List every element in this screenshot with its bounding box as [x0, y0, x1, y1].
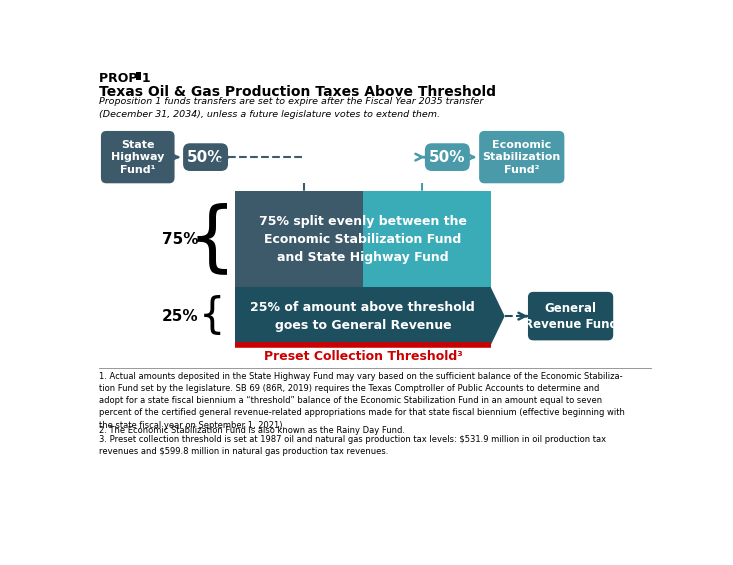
Text: State
Highway
Fund¹: State Highway Fund¹: [111, 140, 164, 175]
Text: Texas Oil & Gas Production Taxes Above Threshold: Texas Oil & Gas Production Taxes Above T…: [100, 85, 496, 99]
FancyBboxPatch shape: [479, 131, 564, 183]
FancyBboxPatch shape: [101, 131, 174, 183]
Text: 25%: 25%: [162, 308, 199, 324]
Text: {: {: [188, 202, 236, 276]
Text: 50%: 50%: [188, 150, 224, 164]
Bar: [136, 72, 141, 80]
FancyBboxPatch shape: [425, 144, 470, 171]
Polygon shape: [491, 287, 505, 345]
Text: 3. Preset collection threshold is set at 1987 oil and natural gas production tax: 3. Preset collection threshold is set at…: [100, 435, 606, 457]
Text: 50%: 50%: [429, 150, 465, 164]
Bar: [235, 287, 491, 345]
FancyBboxPatch shape: [528, 292, 614, 340]
Text: Preset Collection Threshold³: Preset Collection Threshold³: [263, 350, 463, 363]
Text: Proposition 1 funds transfers are set to expire after the Fiscal Year 2035 trans: Proposition 1 funds transfers are set to…: [100, 97, 484, 119]
Text: 1. Actual amounts deposited in the State Highway Fund may vary based on the suff: 1. Actual amounts deposited in the State…: [100, 372, 625, 429]
Text: 75%: 75%: [162, 232, 199, 247]
Text: PROP 1: PROP 1: [100, 72, 151, 85]
Text: Economic
Stabilization
Fund²: Economic Stabilization Fund²: [482, 140, 561, 175]
Bar: [363, 191, 491, 287]
Text: 75% split evenly between the
Economic Stabilization Fund
and State Highway Fund: 75% split evenly between the Economic St…: [259, 215, 467, 264]
Text: {: {: [199, 295, 225, 337]
Text: 25% of amount above threshold
goes to General Revenue: 25% of amount above threshold goes to Ge…: [251, 301, 475, 332]
FancyBboxPatch shape: [183, 144, 228, 171]
Bar: [235, 191, 363, 287]
Text: 2. The Economic Stabilization Fund is also known as the Rainy Day Fund.: 2. The Economic Stabilization Fund is al…: [100, 426, 405, 435]
Text: General
Revenue Fund: General Revenue Fund: [523, 302, 617, 331]
